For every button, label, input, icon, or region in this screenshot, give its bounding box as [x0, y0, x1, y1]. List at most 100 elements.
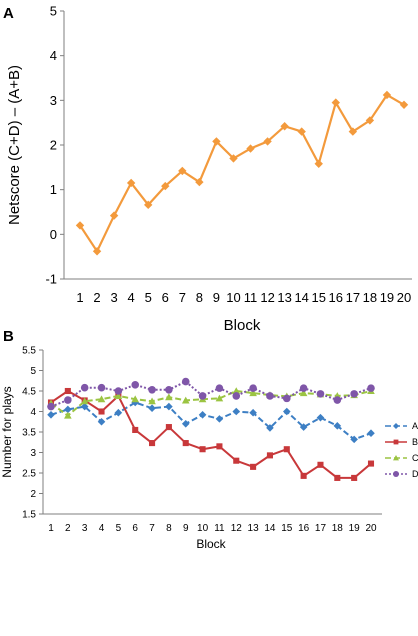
data-point	[165, 385, 173, 394]
y-tick-label: 2	[30, 489, 36, 500]
x-tick-label: 19	[380, 290, 394, 305]
data-point	[282, 394, 291, 403]
data-point	[216, 443, 223, 450]
series-line	[50, 401, 372, 441]
data-point	[215, 415, 224, 423]
legend-marker	[393, 423, 399, 429]
data-point	[215, 384, 224, 392]
data-point	[249, 384, 257, 392]
data-point	[165, 424, 172, 431]
y-tick-label: 3	[50, 93, 57, 108]
x-tick-label: 8	[196, 290, 203, 305]
x-tick-label: 6	[162, 290, 169, 305]
data-point	[333, 396, 342, 404]
data-point	[229, 154, 238, 163]
x-tick-label: 9	[213, 290, 220, 305]
data-point	[317, 461, 324, 468]
data-point	[246, 144, 255, 153]
x-axis-title: Block	[224, 317, 261, 334]
x-tick-label: 7	[149, 523, 155, 534]
x-tick-label: 12	[231, 523, 243, 534]
x-tick-label: 19	[349, 523, 361, 534]
data-point	[299, 423, 308, 431]
x-tick-label: 13	[277, 290, 291, 305]
data-point	[148, 397, 156, 405]
data-point	[64, 411, 72, 419]
data-point	[75, 221, 85, 230]
legend-marker	[393, 471, 399, 477]
y-tick-label: 1.5	[22, 510, 36, 521]
x-tick-label: 12	[260, 290, 274, 305]
data-point	[114, 392, 123, 399]
data-point	[144, 200, 153, 210]
data-point	[198, 410, 207, 419]
x-tick-label: 11	[214, 523, 225, 534]
x-tick-label: 11	[244, 290, 258, 305]
data-point	[382, 90, 392, 100]
data-point	[348, 127, 358, 136]
chart-b: 1.522.533.544.555.51 2 3 4 5 6 7 8 9 10 11 12 13 14 15…	[0, 346, 418, 552]
data-point	[199, 446, 206, 453]
x-tick-label: 7	[179, 290, 186, 305]
data-point	[92, 247, 102, 256]
legend-label: B	[412, 437, 418, 447]
data-point	[232, 392, 241, 400]
data-point	[333, 422, 342, 430]
data-point	[350, 390, 358, 398]
data-point	[365, 116, 375, 125]
data-point	[299, 384, 308, 392]
y-tick-label: 2.5	[22, 469, 36, 480]
data-point	[351, 474, 358, 481]
data-point	[161, 181, 170, 191]
legend-item: A	[385, 421, 418, 431]
data-point	[64, 396, 72, 404]
data-point	[282, 407, 291, 416]
y-tick-label: 2	[50, 138, 57, 153]
x-tick-label: 2	[65, 523, 71, 534]
data-point	[249, 408, 257, 417]
series-netscore	[75, 90, 409, 256]
y-tick-label: 4	[30, 407, 36, 418]
x-tick-label: 14	[264, 523, 276, 534]
y-tick-label: 4	[50, 48, 57, 63]
data-point	[131, 381, 140, 389]
data-point	[212, 137, 221, 146]
data-point	[266, 424, 274, 432]
data-point	[266, 452, 273, 459]
data-point	[316, 413, 325, 422]
x-tick-label: 4	[128, 290, 135, 305]
data-point	[131, 398, 140, 407]
data-point	[131, 395, 140, 403]
x-tick-label: 8	[166, 523, 172, 534]
data-point	[314, 159, 323, 168]
x-tick-label: 10	[226, 290, 240, 305]
data-point	[98, 408, 105, 415]
data-point	[367, 384, 375, 392]
data-point	[232, 387, 241, 395]
x-tick-label: 2	[93, 290, 100, 305]
data-point	[182, 440, 189, 447]
series-b	[47, 387, 375, 481]
data-point	[114, 387, 123, 395]
x-tick-label: 17	[346, 290, 360, 305]
series-d	[47, 377, 375, 411]
data-point	[249, 389, 257, 397]
y-tick-label: 1	[50, 182, 57, 197]
x-tick-label: 20	[365, 523, 377, 534]
data-point	[165, 402, 173, 411]
data-point	[297, 127, 306, 136]
data-point	[80, 383, 89, 392]
x-tick-label: 18	[332, 523, 344, 534]
x-tick-label: 15	[281, 523, 293, 534]
y-tick-label: -1	[45, 272, 57, 287]
x-tick-label: 6	[132, 523, 138, 534]
data-point	[114, 408, 123, 417]
y-tick-label: 4.5	[22, 387, 36, 398]
series-c	[47, 387, 375, 419]
data-point	[181, 396, 190, 404]
legend-label: C	[412, 453, 418, 463]
data-point	[283, 446, 290, 453]
data-point	[334, 474, 341, 481]
legend-item: C	[385, 453, 418, 463]
